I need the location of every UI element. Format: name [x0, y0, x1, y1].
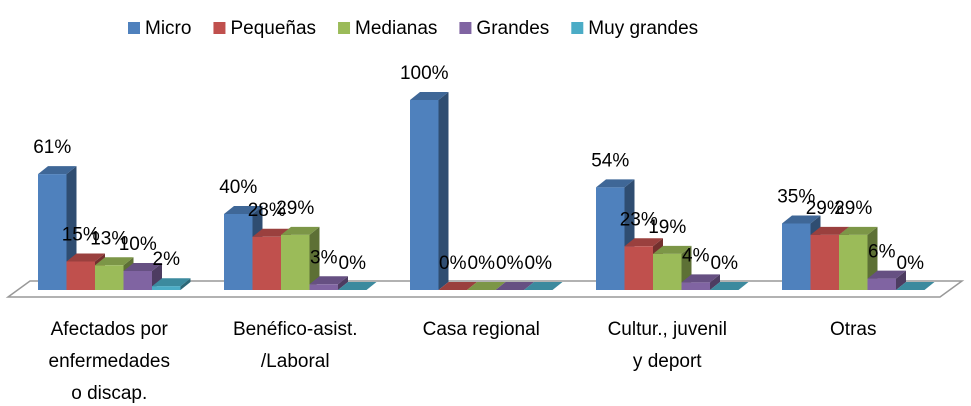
legend-label: Grandes	[476, 18, 549, 39]
legend-swatch	[338, 22, 351, 34]
bar-top	[810, 226, 849, 235]
bar-top	[438, 282, 477, 290]
legend-label: Pequeñas	[230, 18, 316, 39]
bar-top	[66, 253, 105, 262]
legend-swatch	[128, 22, 140, 34]
bar	[782, 223, 811, 290]
value-label: 0%	[711, 253, 739, 274]
value-label: 0%	[496, 253, 524, 274]
x-tick-label: y deport	[633, 351, 702, 372]
bar-top	[281, 226, 320, 235]
bar	[624, 246, 653, 290]
x-tick-label: Afectados por	[51, 319, 169, 340]
value-label: 0%	[525, 253, 553, 274]
bar-side	[180, 278, 191, 290]
bar-top	[524, 282, 563, 290]
value-label: 35%	[777, 187, 815, 208]
value-label: 15%	[62, 225, 100, 246]
bar	[410, 100, 439, 290]
value-label: 40%	[219, 177, 257, 198]
bar	[224, 214, 253, 290]
bar	[38, 174, 67, 290]
value-label: 13%	[90, 228, 128, 249]
bar	[152, 286, 181, 290]
bar-top	[495, 282, 534, 290]
bar-side	[438, 92, 449, 290]
x-tick-label: Casa regional	[423, 319, 540, 340]
legend-swatch	[213, 22, 226, 34]
bar	[810, 234, 839, 290]
legend-swatch	[459, 22, 472, 34]
value-label: 0%	[897, 253, 925, 274]
value-label: 19%	[648, 217, 686, 238]
value-label: 6%	[868, 242, 896, 263]
bar-top	[596, 179, 635, 188]
bar-top	[653, 245, 692, 254]
bar-top	[624, 238, 663, 247]
bar	[596, 187, 625, 290]
bar-top	[839, 226, 878, 235]
legend-label: Medianas	[355, 18, 437, 39]
bar-top	[782, 215, 821, 224]
value-label: 54%	[591, 150, 629, 171]
x-tick-label: Benéfico-asist.	[233, 319, 358, 340]
bar-top	[123, 263, 162, 271]
value-label: 3%	[310, 247, 338, 268]
value-label: 29%	[834, 198, 872, 219]
bar-top	[38, 166, 77, 175]
value-label: 0%	[439, 253, 467, 274]
bar	[123, 271, 152, 290]
bar-top	[224, 206, 263, 214]
value-label: 10%	[119, 234, 157, 255]
value-label: 2%	[153, 249, 181, 270]
bar-top	[867, 270, 906, 279]
bar-side	[710, 274, 720, 290]
value-label: 23%	[620, 209, 658, 230]
legend-swatch	[571, 22, 584, 34]
bar	[867, 278, 896, 290]
x-tick-label: Otras	[830, 319, 876, 340]
bar-top	[309, 276, 348, 285]
bar-top	[681, 274, 720, 283]
legend-label: Muy grandes	[588, 18, 698, 39]
bar	[281, 234, 310, 290]
value-label: 4%	[682, 245, 710, 266]
x-tick-label: enfermedades	[49, 351, 170, 372]
legend-label: Micro	[145, 18, 191, 39]
bar-top	[95, 257, 134, 266]
bar	[95, 265, 124, 290]
bar	[252, 236, 281, 290]
value-label: 0%	[468, 253, 496, 274]
bar-side	[309, 226, 320, 290]
bar-top	[338, 282, 377, 290]
bar	[839, 234, 868, 290]
value-label: 29%	[276, 198, 314, 219]
bar-top	[152, 278, 191, 287]
x-tick-label: /Laboral	[261, 351, 330, 372]
x-tick-label: o discap.	[71, 383, 147, 404]
bar-side	[338, 276, 348, 290]
bar-top	[896, 282, 935, 290]
value-label: 0%	[339, 253, 367, 274]
bar	[653, 253, 682, 290]
value-label: 61%	[33, 137, 71, 158]
bar-top	[467, 282, 506, 290]
x-tick-label: Cultur., juvenil	[608, 319, 727, 340]
bar	[681, 282, 710, 290]
bar	[309, 284, 338, 290]
bar	[66, 261, 95, 290]
value-label: 100%	[400, 63, 449, 84]
bar-top	[710, 282, 749, 290]
bar-top	[410, 92, 449, 100]
bar-side	[896, 270, 906, 290]
value-label: 29%	[806, 198, 844, 219]
value-label: 28%	[248, 200, 286, 221]
